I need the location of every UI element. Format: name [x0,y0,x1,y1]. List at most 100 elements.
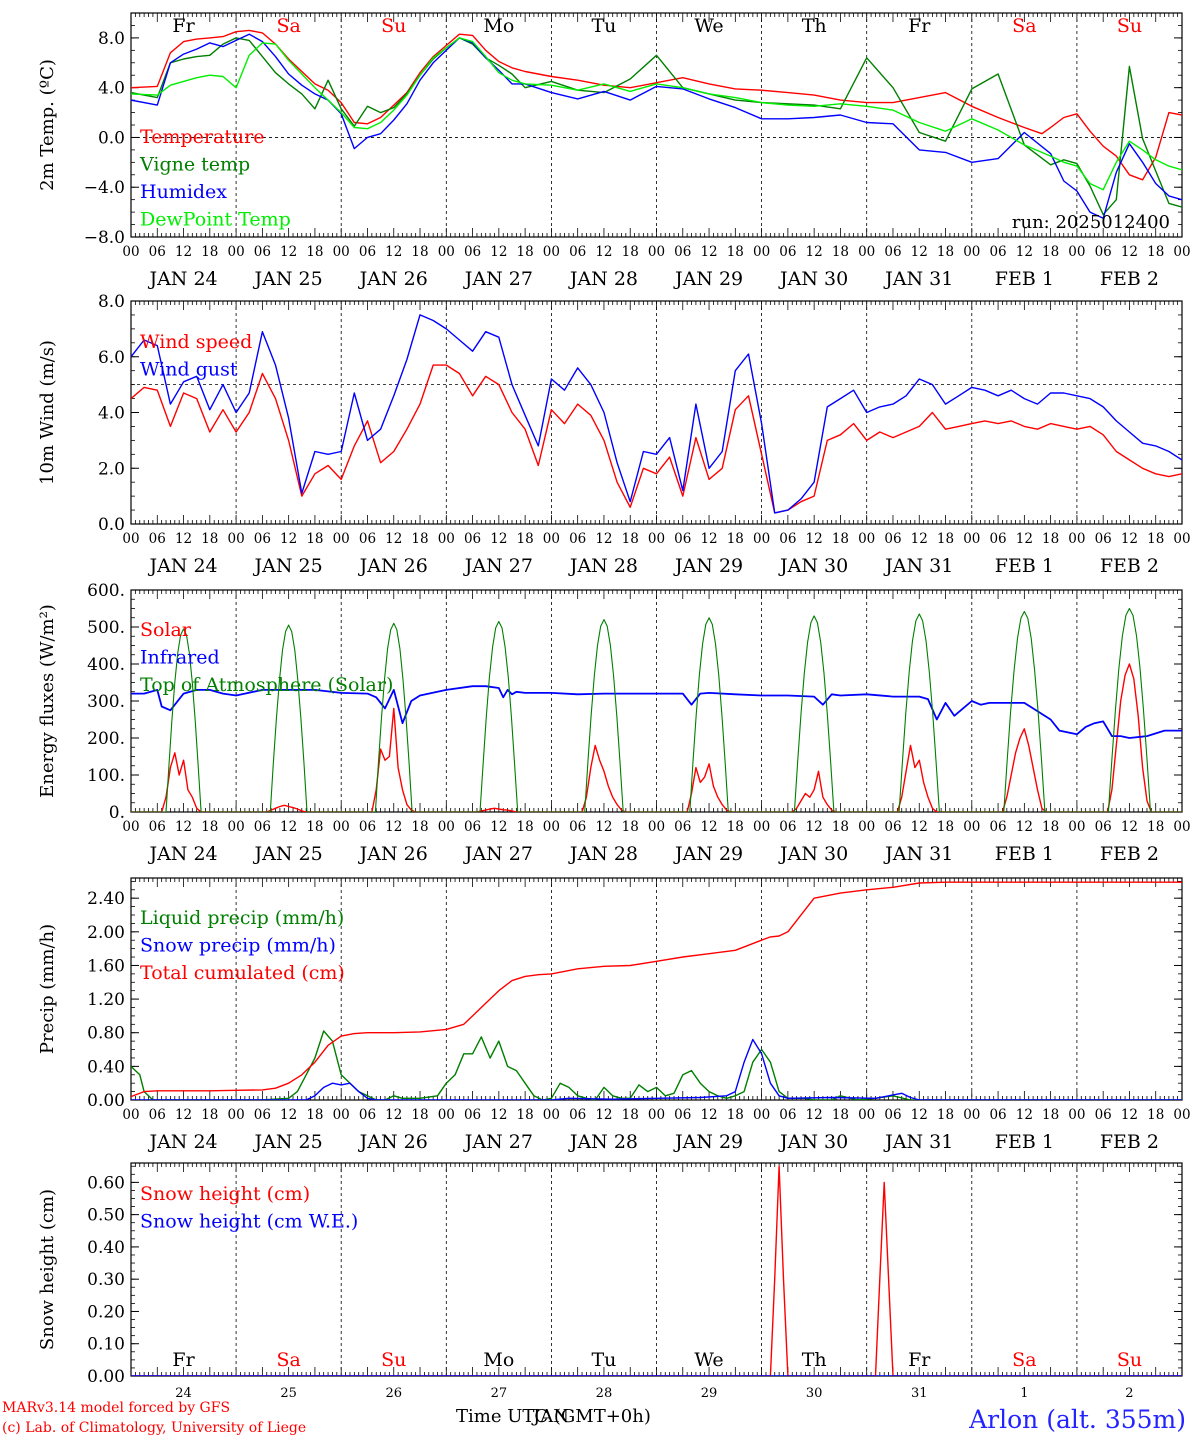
panel-1: −8.0 −4.0 0.0 4.0 8.0 2m Temp. (ºC) 00 06 12 18 00… [37,12,1191,290]
weekday-label: Fr [172,1349,195,1371]
hour-tick-label: 18 [517,244,534,260]
hour-tick-label: 00 [753,531,770,547]
legend-snow-height-cm-w-e: Snow height (cm W.E.) [140,1211,358,1233]
weekday-label: Sa [1012,1349,1036,1371]
hour-tick-label: 18 [1147,244,1164,260]
hour-tick-label: 06 [149,244,166,260]
hour-tick-label: 00 [963,531,980,547]
hour-tick-label: 06 [569,1107,586,1123]
panel-4: 0.00 0.40 0.80 1.20 1.60 2.00 2.40 Precip (mm/h… [37,877,1191,1153]
hour-tick-label: 12 [490,531,507,547]
hour-tick-label: 18 [201,531,218,547]
series-wind-gust [131,314,1182,514]
day-label: JAN 31 [883,1131,953,1153]
weekday-label: Mo [483,1349,514,1371]
weekday-label: Su [381,1349,406,1371]
series-solar [131,663,1182,812]
hour-tick-label: 18 [937,244,954,260]
bottom-day-number: 25 [280,1386,297,1401]
series-group [131,29,1182,220]
hour-tick-label: 06 [359,244,376,260]
y-tick-label: 2.00 [87,923,125,943]
hour-tick-label: 12 [490,244,507,260]
weekday-label: Tu [591,1349,616,1371]
day-label: JAN 27 [463,1131,533,1153]
weekday-label: Sa [276,1349,300,1371]
y-tick-label: 400. [87,655,125,675]
panel-5: 0.00 0.10 0.20 0.30 0.40 0.50 0.60 Snow height … [37,1162,1183,1401]
hour-tick-label: 12 [700,1107,717,1123]
hour-tick-label: 00 [963,1107,980,1123]
day-label: JAN 31 [883,843,953,865]
day-label: FEB 1 [995,843,1054,865]
hour-tick-label: 06 [149,819,166,835]
day-label: JAN 30 [778,555,848,577]
hour-tick-label: 18 [1042,531,1059,547]
day-label: JAN 24 [147,268,217,290]
hour-tick-label: 00 [122,531,139,547]
weekday-label: Tu [591,15,616,37]
hour-tick-label: 06 [464,819,481,835]
hour-tick-label: 00 [648,1107,665,1123]
weekday-label: Su [381,15,406,37]
y-tick-label: 0.10 [87,1335,125,1355]
hour-tick-label: 12 [1121,819,1138,835]
y-tick-label: 8.0 [98,292,125,312]
day-label: JAN 26 [358,1131,428,1153]
y-axis-label: Precip (mm/h) [37,924,58,1054]
hour-tick-label: 12 [1121,244,1138,260]
hour-tick-label: 06 [674,819,691,835]
hour-tick-label: 18 [832,819,849,835]
hour-tick-label: 18 [937,819,954,835]
day-label: JAN 25 [253,843,323,865]
hour-tick-label: 06 [569,531,586,547]
weekday-label: Th [802,1349,827,1371]
hour-tick-label: 00 [333,819,350,835]
hour-tick-label: 00 [858,244,875,260]
day-label: FEB 2 [1100,843,1159,865]
hour-tick-label: 12 [385,244,402,260]
weekday-label: Su [1117,1349,1142,1371]
hour-tick-label: 00 [438,531,455,547]
y-tick-label: 2.0 [98,459,125,479]
hour-tick-label: 18 [306,819,323,835]
hour-tick-label: 00 [543,531,560,547]
hour-tick-label: 12 [1016,819,1033,835]
y-axis-label: 10m Wind (m/s) [37,340,58,485]
panel-3: 0. 100. 200. 300. 400. 500. 600. Energy fluxes … [37,581,1191,865]
day-label: FEB 1 [995,555,1054,577]
hour-tick-label: 18 [201,244,218,260]
bottom-day-number: 29 [701,1386,718,1401]
series-top-of-atmosphere-solar [131,607,1182,812]
hour-tick-label: 18 [727,819,744,835]
hour-tick-label: 18 [517,1107,534,1123]
hour-tick-label: 00 [648,244,665,260]
hour-tick-label: 00 [333,244,350,260]
hour-tick-label: 18 [937,1107,954,1123]
hour-tick-label: 06 [989,531,1006,547]
hour-tick-label: 00 [753,1107,770,1123]
hour-tick-label: 06 [779,819,796,835]
hour-tick-label: 06 [989,244,1006,260]
legend-total-cumulated-cm: Total cumulated (cm) [140,962,345,984]
y-tick-label: 0.80 [87,1024,125,1044]
hour-tick-label: 12 [280,531,297,547]
legend-liquid-precip-mm-h: Liquid precip (mm/h) [140,907,344,929]
hour-tick-label: 06 [254,1107,271,1123]
hour-tick-label: 06 [674,531,691,547]
series-total-cumulated-cm [131,881,1182,1098]
day-label: JAN 25 [253,555,323,577]
hour-tick-label: 06 [464,531,481,547]
hour-tick-label: 06 [254,244,271,260]
legend-dewpoint-temp: DewPoint Temp [140,209,291,231]
y-tick-label: 0.20 [87,1302,125,1322]
hour-tick-label: 12 [1016,244,1033,260]
plot-frame [130,12,1183,238]
hour-tick-label: 06 [884,1107,901,1123]
day-label: FEB 1 [995,1131,1054,1153]
hour-tick-label: 12 [806,244,823,260]
hour-tick-label: 06 [989,819,1006,835]
weekday-label: Sa [1012,15,1036,37]
hour-tick-label: 18 [1147,531,1164,547]
hour-tick-label: 06 [674,244,691,260]
